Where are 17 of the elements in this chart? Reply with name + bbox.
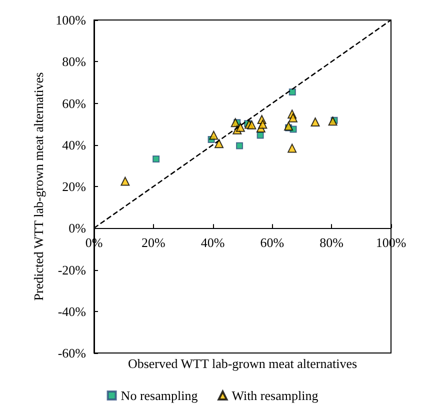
x-tick-label: 80% — [320, 235, 344, 250]
x-tick-label: 60% — [260, 235, 284, 250]
y-axis-title: Predicted WTT lab-grown meat alternatives — [30, 72, 46, 301]
y-tick-label: 40% — [62, 137, 86, 152]
legend-label: With resampling — [232, 388, 319, 403]
x-tick-label: 40% — [200, 235, 225, 250]
y-tick-label: -60% — [58, 346, 86, 360]
y-tick-label: 100% — [56, 12, 86, 28]
y-tick-label: 20% — [62, 179, 86, 194]
y-tick-label: 60% — [62, 96, 86, 111]
y-tick-label: 80% — [62, 54, 86, 70]
x-tick-label: 20% — [141, 235, 166, 250]
y-tick-label: 0% — [68, 220, 86, 236]
x-axis-title: Observed WTT lab-grown meat alternatives — [128, 356, 358, 371]
y-tick-label: -20% — [58, 262, 86, 278]
y-tick-label: -40% — [58, 304, 86, 319]
legend-label: No resampling — [120, 388, 198, 403]
